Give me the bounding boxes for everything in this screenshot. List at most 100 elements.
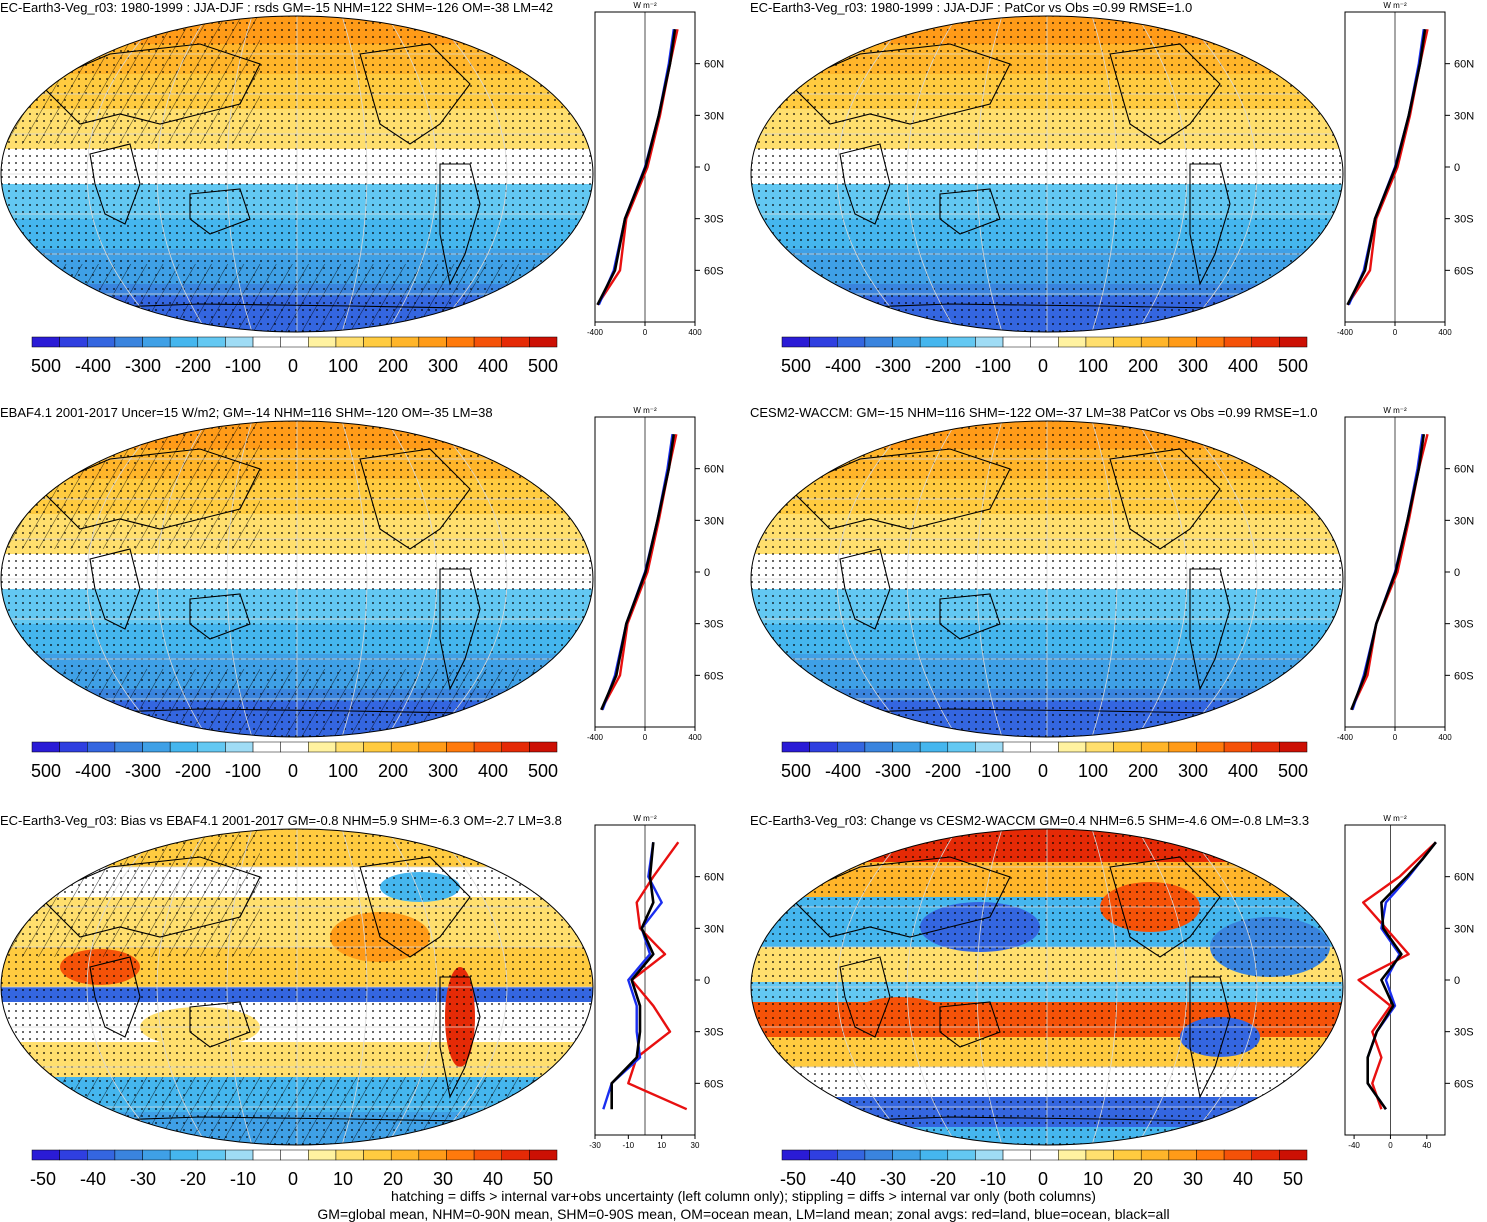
colorbar-swatch bbox=[809, 336, 838, 348]
colorbar-swatch bbox=[529, 336, 558, 348]
colorbar-label: 400 bbox=[478, 761, 508, 781]
colorbar-swatch bbox=[418, 336, 447, 348]
colorbar-swatch bbox=[31, 741, 60, 753]
x-tick-label: -400 bbox=[587, 733, 604, 742]
colorbar-swatch bbox=[280, 741, 309, 753]
graticule-lon bbox=[156, 16, 208, 332]
colorbar-swatch bbox=[1196, 336, 1225, 348]
colorbar-swatch bbox=[1223, 741, 1252, 753]
coastline bbox=[939, 1001, 1001, 1048]
x-tick-label: -400 bbox=[1337, 733, 1354, 742]
lat-tick-label: 60N bbox=[704, 59, 724, 71]
zonal-units-label: W m⁻² bbox=[1383, 1, 1407, 10]
colorbar-swatch bbox=[809, 741, 838, 753]
colorbar-label: -400 bbox=[75, 761, 111, 781]
colorbar-swatch bbox=[169, 336, 199, 348]
colorbar-label: -100 bbox=[225, 761, 261, 781]
colorbar-swatch bbox=[1030, 336, 1059, 348]
map-border bbox=[750, 15, 1344, 333]
colorbar-swatch bbox=[1251, 741, 1280, 753]
graticule-lon bbox=[1181, 421, 1258, 737]
colorbar-label: 500 bbox=[1278, 761, 1308, 781]
colorbar-label: 20 bbox=[383, 1169, 403, 1189]
colorbar-label: -500 bbox=[780, 761, 811, 781]
colorbar-swatch bbox=[529, 741, 558, 753]
colorbar-label: 400 bbox=[1228, 761, 1258, 781]
panel-title: EC-Earth3-Veg_r03: 1980-1999 : JJA-DJF :… bbox=[0, 0, 554, 15]
lat-tick-label: 30S bbox=[704, 1027, 724, 1039]
lat-tick-label: 60N bbox=[1454, 464, 1474, 476]
zonal-series-land bbox=[596, 28, 679, 306]
lat-tick-label: 60N bbox=[1454, 59, 1474, 71]
coastline bbox=[89, 548, 141, 630]
colorbar-swatch bbox=[1113, 1149, 1142, 1161]
colorbar-label: 0 bbox=[288, 1169, 298, 1189]
colorbar-label: -30 bbox=[880, 1169, 906, 1189]
colorbar-label: 40 bbox=[483, 1169, 503, 1189]
graticule-lon bbox=[386, 829, 438, 1145]
graticule-lon bbox=[386, 421, 438, 737]
graticule-lon bbox=[1091, 829, 1118, 1145]
colorbar-label: -50 bbox=[30, 1169, 56, 1189]
colorbar-swatch bbox=[418, 1149, 447, 1161]
panel-3: EBAF4.1 2001-2017 Uncer=15 W/m2; GM=-14 … bbox=[0, 405, 740, 800]
colorbar-label: -100 bbox=[975, 356, 1011, 376]
panel-title: EC-Earth3-Veg_r03: Change vs CESM2-WACCM… bbox=[750, 813, 1310, 828]
colorbar-swatch bbox=[1085, 741, 1114, 753]
zonal-units-label: W m⁻² bbox=[1383, 406, 1407, 415]
coastline bbox=[939, 188, 1001, 235]
lat-tick-label: 60S bbox=[1454, 670, 1474, 682]
x-tick-label: 0 bbox=[643, 328, 648, 337]
coastline bbox=[1189, 976, 1231, 1099]
colorbar-swatch bbox=[1251, 1149, 1280, 1161]
colorbar-label: -30 bbox=[130, 1169, 156, 1189]
colorbar-swatch bbox=[390, 336, 420, 348]
colorbar: -500 -400 -300 -200 -100 0 100 200 300 400 500 bbox=[780, 336, 1308, 376]
world-map bbox=[750, 828, 1344, 1146]
colorbar-swatch bbox=[280, 336, 309, 348]
colorbar-label: -500 bbox=[30, 356, 61, 376]
colorbar-swatch bbox=[363, 741, 392, 753]
zonal-series-land bbox=[1346, 28, 1429, 306]
zonal-series-all bbox=[1366, 841, 1437, 1110]
colorbar-label: 400 bbox=[1228, 356, 1258, 376]
x-tick-label: 0 bbox=[1388, 1141, 1393, 1150]
colorbar-swatch bbox=[1002, 336, 1031, 348]
graticule-lon bbox=[156, 829, 208, 1145]
panel-4: CESM2-WACCM: GM=-15 NHM=116 SHM=-122 OM=… bbox=[750, 405, 1487, 800]
graticule-lon bbox=[836, 421, 913, 737]
colorbar-swatch bbox=[418, 741, 447, 753]
colorbar-swatch bbox=[501, 1149, 530, 1161]
zonal-mean-plot: W m⁻² 60N 30N 0 30S 60S -400 0 400 bbox=[1337, 406, 1474, 742]
colorbar-swatch bbox=[280, 1149, 309, 1161]
x-tick-label: 400 bbox=[1438, 733, 1452, 742]
lat-tick-label: 30S bbox=[1454, 214, 1474, 226]
colorbar-swatch bbox=[864, 1149, 893, 1161]
colorbar-swatch bbox=[1140, 741, 1170, 753]
colorbar-swatch bbox=[335, 741, 364, 753]
x-tick-label: 30 bbox=[691, 1141, 700, 1150]
colorbar-swatch bbox=[1168, 741, 1197, 753]
colorbar-label: -10 bbox=[980, 1169, 1006, 1189]
colorbar-label: 10 bbox=[1083, 1169, 1103, 1189]
graticule-lon bbox=[1091, 16, 1118, 332]
colorbar-swatch bbox=[225, 741, 254, 753]
colorbar-swatch bbox=[1251, 336, 1280, 348]
zonal-series-land bbox=[627, 841, 688, 1111]
colorbar-swatch bbox=[59, 741, 88, 753]
colorbar-label: 50 bbox=[533, 1169, 553, 1189]
x-tick-label: 400 bbox=[1438, 328, 1452, 337]
x-tick-label: -30 bbox=[589, 1141, 601, 1150]
lat-tick-label: 60S bbox=[704, 1078, 724, 1090]
graticule-lon bbox=[431, 829, 508, 1145]
colorbar-swatch bbox=[1279, 1149, 1308, 1161]
lat-tick-label: 30N bbox=[1454, 923, 1474, 935]
graticule-lon bbox=[156, 421, 208, 737]
colorbar-label: 0 bbox=[1038, 356, 1048, 376]
colorbar-swatch bbox=[947, 741, 976, 753]
footer-line-1: hatching = diffs > internal var+obs unce… bbox=[391, 1188, 1096, 1204]
colorbar-label: 200 bbox=[1128, 761, 1158, 781]
panel-title: EBAF4.1 2001-2017 Uncer=15 W/m2; GM=-14 … bbox=[0, 405, 493, 420]
colorbar-label: 300 bbox=[1178, 761, 1208, 781]
map-border bbox=[0, 828, 594, 1146]
